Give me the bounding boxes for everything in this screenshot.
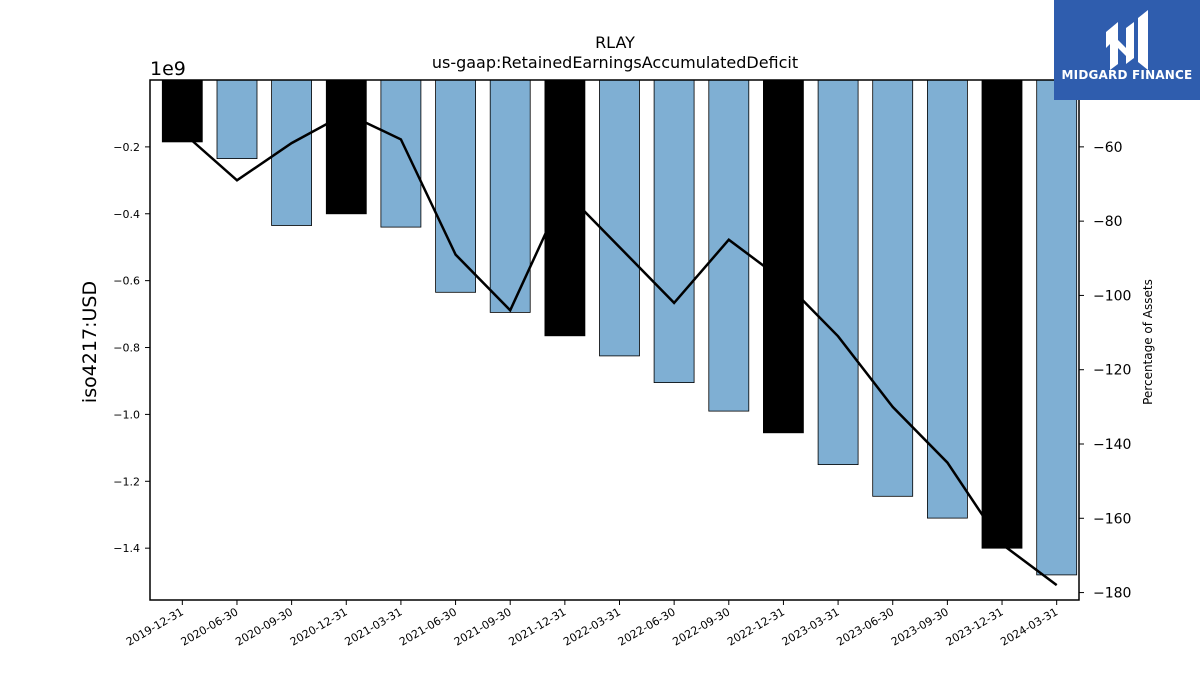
y2-tick-label: −60 <box>1093 140 1123 156</box>
plot-frame <box>149 79 1080 601</box>
y2-tick-label: −160 <box>1093 511 1131 527</box>
y-axis-label: iso4217:USD <box>79 281 101 403</box>
x-tick-label: 2022-09-30 <box>670 605 732 648</box>
y2-tick-label: −120 <box>1093 363 1131 379</box>
chart-subtitle: us-gaap:RetainedEarningsAccumulatedDefic… <box>432 53 798 72</box>
y2-tick-label: −80 <box>1093 214 1123 230</box>
x-tick-label: 2023-12-31 <box>944 605 1006 648</box>
bar-2023-06-30 <box>872 79 914 497</box>
y-tick-label: −0.4 <box>113 208 140 221</box>
x-tick-label: 2023-06-30 <box>834 605 896 648</box>
x-tick-label: 2023-09-30 <box>889 605 951 648</box>
bar-2022-09-30 <box>708 79 750 412</box>
bar-2022-03-31 <box>599 79 640 357</box>
x-tick-label: 2024-03-31 <box>998 605 1060 648</box>
x-tick-label: 2022-03-31 <box>561 605 623 648</box>
bar-2021-06-30 <box>435 79 477 293</box>
y2-tick-label: −140 <box>1093 437 1131 453</box>
x-tick-label: 2020-12-31 <box>288 605 350 648</box>
x-tick-label: 2022-12-31 <box>725 605 787 648</box>
y-tick-label: −0.2 <box>113 141 140 154</box>
logo-mark-icon <box>1106 10 1148 70</box>
x-tick-label: 2020-09-30 <box>233 605 295 648</box>
y-tick-label: −1.2 <box>113 475 140 488</box>
y2-tick-label: −180 <box>1093 586 1131 602</box>
x-tick-label: 2021-09-30 <box>452 605 514 648</box>
y-axis-exponent-label: 1e9 <box>150 58 186 80</box>
bar-2023-03-31 <box>817 79 859 466</box>
logo-text: MIDGARD FINANCE <box>1061 68 1193 82</box>
bar-2022-12-31 <box>763 79 804 434</box>
y-tick-label: −0.8 <box>113 342 140 355</box>
percentage-of-assets-line <box>181 111 1058 587</box>
y2-tick-label: −100 <box>1093 288 1131 304</box>
x-tick-label: 2019-12-31 <box>124 605 186 648</box>
x-tick-label: 2021-03-31 <box>343 605 405 648</box>
chart-title: RLAY <box>595 33 635 52</box>
bar-2024-03-31 <box>1036 79 1078 576</box>
bar-2019-12-31 <box>161 79 203 143</box>
bar-2022-06-30 <box>653 79 695 384</box>
y-tick-label: −1.4 <box>113 542 140 555</box>
bar-2020-06-30 <box>216 79 258 159</box>
brand-logo: MIDGARD FINANCE <box>1054 0 1200 100</box>
bar-2021-03-31 <box>380 79 422 228</box>
bar-2023-12-31 <box>981 79 1023 549</box>
bar-2023-09-30 <box>927 79 968 519</box>
y-tick-label: −1.0 <box>113 408 140 421</box>
bars-layer <box>161 79 1078 576</box>
y2-axis-label: Percentage of Assets <box>1141 279 1155 405</box>
x-tick-label: 2020-06-30 <box>179 605 241 648</box>
bar-2021-12-31 <box>544 79 586 337</box>
y-tick-label: −0.6 <box>113 275 140 288</box>
x-tick-label: 2021-12-31 <box>506 605 568 648</box>
bar-2020-12-31 <box>325 79 367 215</box>
x-tick-label: 2021-06-30 <box>397 605 459 648</box>
x-tick-label: 2022-06-30 <box>616 605 678 648</box>
line-layer <box>181 111 1058 587</box>
x-tick-label: 2023-03-31 <box>780 605 842 648</box>
